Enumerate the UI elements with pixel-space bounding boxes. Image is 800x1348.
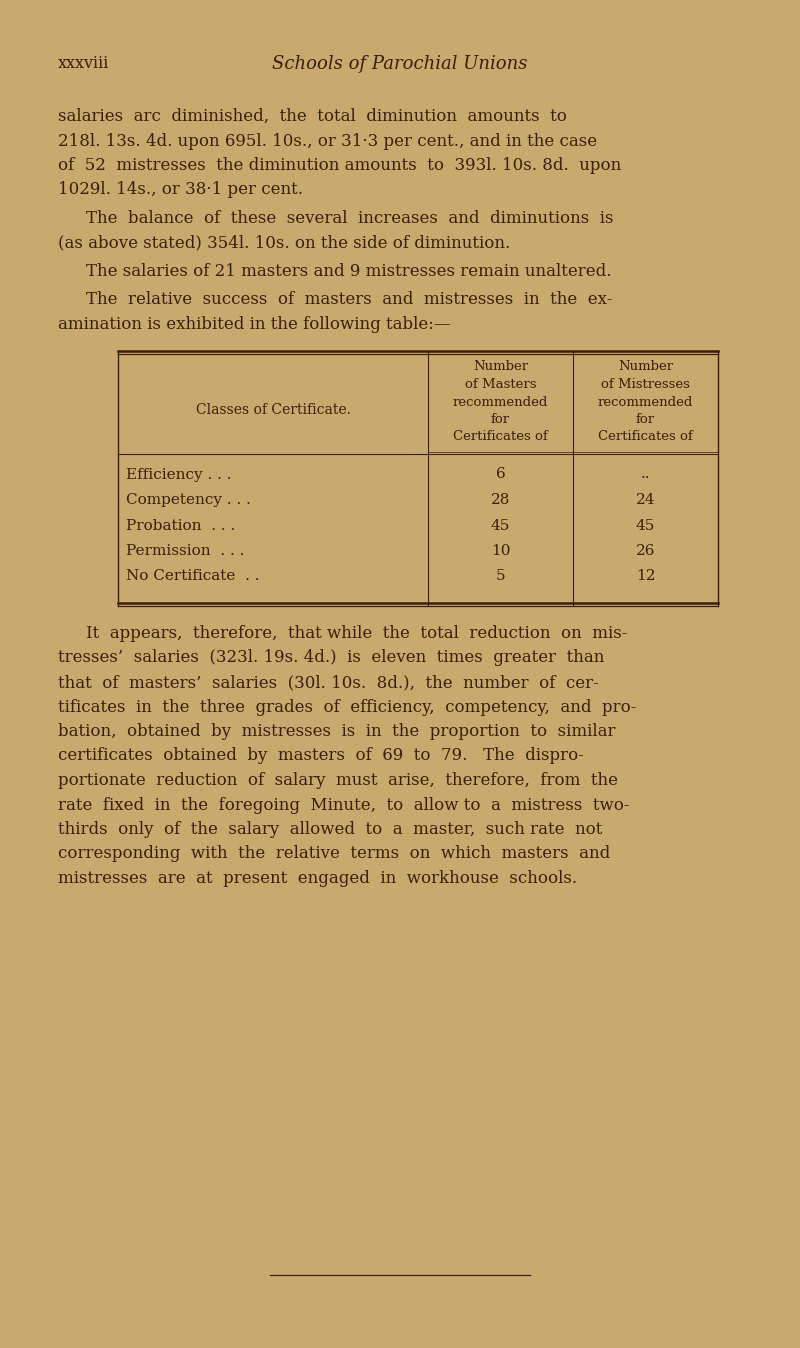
Text: Competency . . .: Competency . . . (126, 493, 251, 507)
Text: rate  fixed  in  the  foregoing  Minute,  to  allow to  a  mistress  two-: rate fixed in the foregoing Minute, to a… (58, 797, 630, 813)
Text: Schools of Parochial Unions: Schools of Parochial Unions (272, 55, 528, 73)
Text: 218l. 13s. 4d. upon 695l. 10s., or 31·3 per cent., and in the case: 218l. 13s. 4d. upon 695l. 10s., or 31·3 … (58, 132, 597, 150)
Text: corresponding  with  the  relative  terms  on  which  masters  and: corresponding with the relative terms on… (58, 845, 610, 863)
Text: (as above stated) 354l. 10s. on the side of diminution.: (as above stated) 354l. 10s. on the side… (58, 235, 510, 252)
Text: mistresses  are  at  present  engaged  in  workhouse  schools.: mistresses are at present engaged in wor… (58, 869, 577, 887)
Text: The  relative  success  of  masters  and  mistresses  in  the  ex-: The relative success of masters and mist… (86, 291, 612, 309)
Text: tificates  in  the  three  grades  of  efficiency,  competency,  and  pro-: tificates in the three grades of efficie… (58, 698, 636, 716)
Text: Probation  . . .: Probation . . . (126, 519, 235, 532)
Text: It  appears,  therefore,  that while  the  total  reduction  on  mis-: It appears, therefore, that while the to… (86, 625, 627, 642)
Text: tresses’  salaries  (323l. 19s. 4d.)  is  eleven  times  greater  than: tresses’ salaries (323l. 19s. 4d.) is el… (58, 650, 604, 666)
Text: 10: 10 (490, 545, 510, 558)
Text: of  52  mistresses  the diminution amounts  to  393l. 10s. 8d.  upon: of 52 mistresses the diminution amounts … (58, 156, 622, 174)
Text: 5: 5 (496, 569, 506, 584)
Text: xxxviii: xxxviii (58, 55, 110, 71)
Text: 24: 24 (636, 493, 655, 507)
Text: salaries  arc  diminished,  the  total  diminution  amounts  to: salaries arc diminished, the total dimin… (58, 108, 567, 125)
Text: bation,  obtained  by  mistresses  is  in  the  proportion  to  similar: bation, obtained by mistresses is in the… (58, 723, 615, 740)
Text: 28: 28 (491, 493, 510, 507)
Text: Permission  . . .: Permission . . . (126, 545, 244, 558)
Text: 1029l. 14s., or 38·1 per cent.: 1029l. 14s., or 38·1 per cent. (58, 182, 303, 198)
Text: Classes of Certificate.: Classes of Certificate. (195, 403, 350, 418)
Text: amination is exhibited in the following table:—: amination is exhibited in the following … (58, 315, 450, 333)
Text: 12: 12 (636, 569, 655, 584)
Text: 45: 45 (491, 519, 510, 532)
Text: certificates  obtained  by  masters  of  69  to  79.   The  dispro-: certificates obtained by masters of 69 t… (58, 748, 584, 764)
Text: Number
of Masters
recommended
for
Certificates of: Number of Masters recommended for Certif… (453, 360, 548, 443)
Text: portionate  reduction  of  salary  must  arise,  therefore,  from  the: portionate reduction of salary must aris… (58, 772, 618, 789)
Text: that  of  masters’  salaries  (30l. 10s.  8d.),  the  number  of  cer-: that of masters’ salaries (30l. 10s. 8d.… (58, 674, 598, 692)
Text: 26: 26 (636, 545, 655, 558)
Text: The salaries of 21 masters and 9 mistresses remain unaltered.: The salaries of 21 masters and 9 mistres… (86, 263, 611, 280)
Text: Efficiency . . .: Efficiency . . . (126, 468, 231, 481)
Text: 6: 6 (496, 468, 506, 481)
Text: 45: 45 (636, 519, 655, 532)
Text: Number
of Mistresses
recommended
for
Certificates of: Number of Mistresses recommended for Cer… (598, 360, 693, 443)
Text: The  balance  of  these  several  increases  and  diminutions  is: The balance of these several increases a… (86, 210, 614, 226)
Text: thirds  only  of  the  salary  allowed  to  a  master,  such rate  not: thirds only of the salary allowed to a m… (58, 821, 602, 838)
Text: ..: .. (641, 468, 650, 481)
Text: No Certificate  . .: No Certificate . . (126, 569, 259, 584)
